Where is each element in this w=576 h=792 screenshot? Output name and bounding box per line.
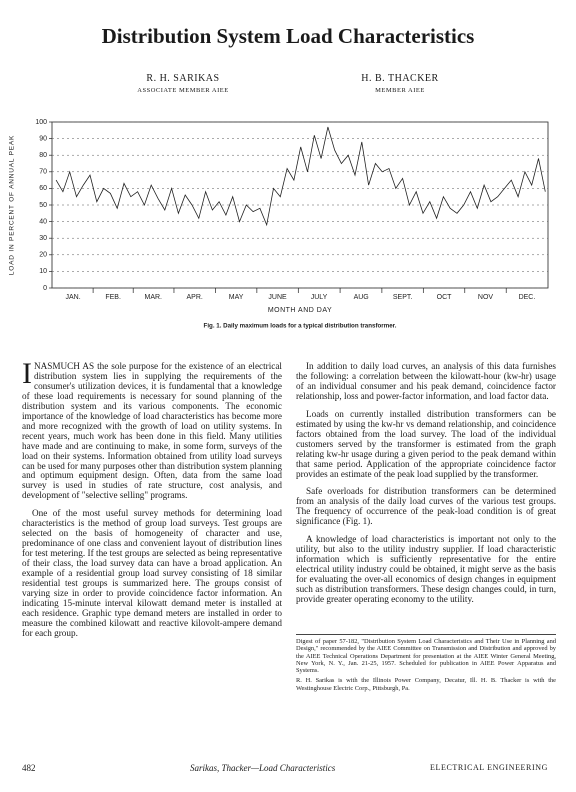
author-name: R. H. SARIKAS [146,73,220,84]
x-axis-label: MONTH AND DAY [268,307,332,314]
figure-caption: Fig. 1. Daily maximum loads for a typica… [204,323,397,330]
paragraph: In addition to daily load curves, an ana… [296,362,556,401]
y-tick-label: 80 [39,152,47,159]
paragraph: One of the most useful survey methods fo… [22,508,282,638]
y-tick-label: 10 [39,268,47,275]
chart: LOAD IN PERCENT OF ANNUAL PEAK MONTH AND… [9,119,549,330]
title: Distribution System Load Characteristics [101,24,475,48]
y-tick-label: 0 [43,285,47,292]
author-affiliation: MEMBER AIEE [375,87,425,94]
author-name: H. B. THACKER [361,73,439,84]
x-tick-label: MAR. [144,294,162,301]
running-head: Sarikas, Thacker—Load Characteristics [190,763,336,773]
x-tick-label: APR. [187,294,203,301]
y-tick-label: 60 [39,185,47,192]
paragraph: Safe overloads for distribution transfor… [296,486,556,527]
journal-name: ELECTRICAL ENGINEERING [430,763,548,772]
y-tick-label: 40 [39,218,47,225]
y-tick-label: 70 [39,169,47,176]
left-column: INASMUCH AS the sole purpose for the exi… [22,362,282,748]
x-tick-label: DEC. [519,294,536,301]
x-tick-label: JUNE [268,294,287,301]
x-tick-label: SEPT. [393,294,413,301]
data-line [55,126,546,227]
y-tick-label: 100 [35,119,47,126]
footnote: Digest of paper 57-182, "Distribution Sy… [296,638,556,675]
footnote: R. H. Sarikas is with the Illinois Power… [296,677,556,692]
author-affiliation: ASSOCIATE MEMBER AIEE [137,87,229,94]
y-tick-label: 90 [39,135,47,142]
x-tick-label: JAN. [65,294,80,301]
x-tick-label: OCT [437,294,453,301]
right-column: In addition to daily load curves, an ana… [296,362,556,632]
paragraph: INASMUCH AS the sole purpose for the exi… [22,362,282,501]
x-tick-label: FEB. [105,294,121,301]
x-tick-label: AUG [354,294,369,301]
x-tick-label: MAY [229,294,244,301]
x-tick-label: NOV [478,294,494,301]
page-number: 482 [22,763,36,773]
y-axis-label: LOAD IN PERCENT OF ANNUAL PEAK [9,135,16,275]
paragraph: Loads on currently installed distributio… [296,408,556,479]
footnotes: Digest of paper 57-182, "Distribution Sy… [296,634,556,695]
y-tick-label: 20 [39,252,47,259]
y-tick-label: 50 [39,202,47,209]
paragraph: A knowledge of load characteristics is i… [296,534,556,605]
y-tick-label: 30 [39,235,47,242]
x-tick-label: JULY [311,294,328,301]
